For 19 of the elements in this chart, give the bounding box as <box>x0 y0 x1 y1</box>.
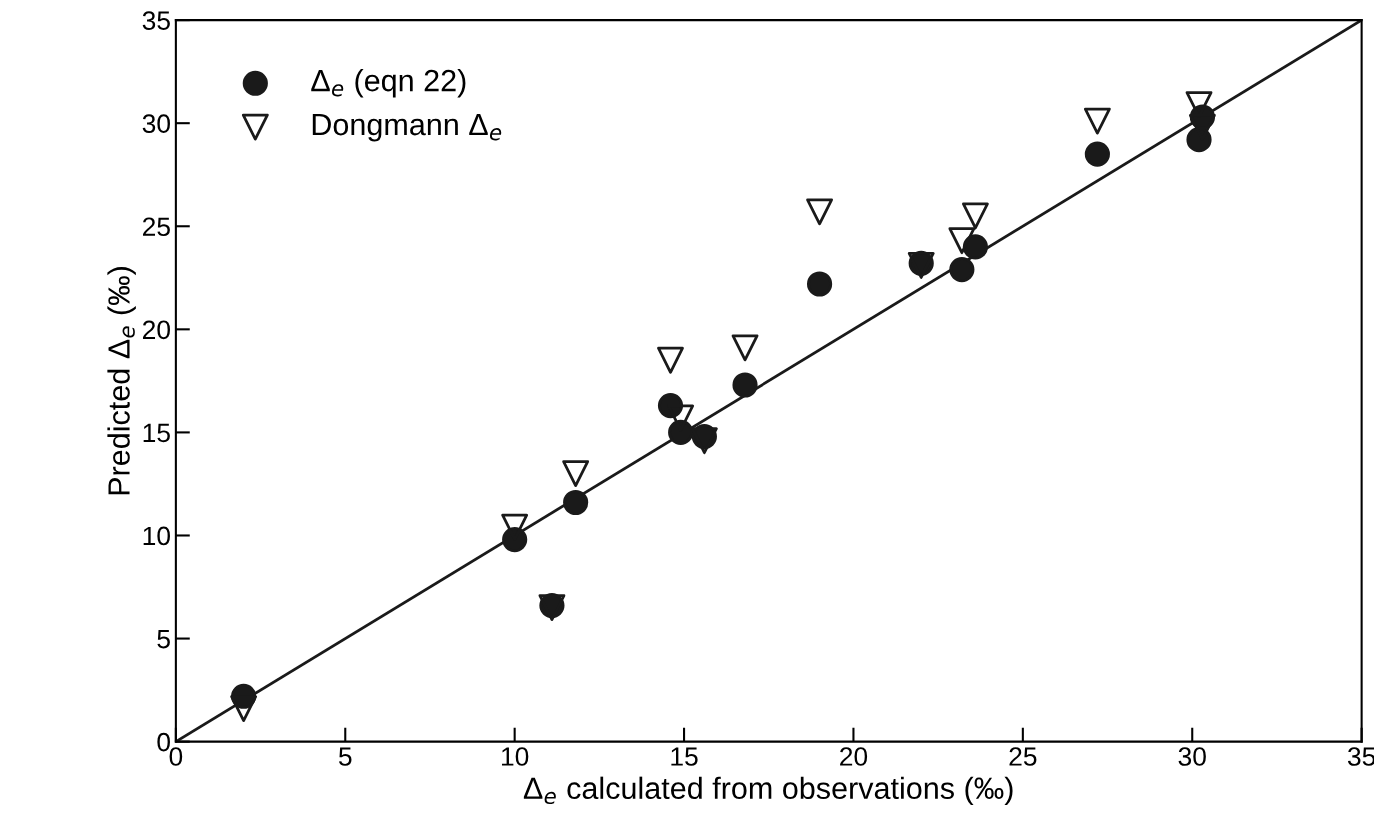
y-tick-label: 25 <box>142 217 170 237</box>
x-tick-label: 15 <box>671 747 698 766</box>
x-tick-label: 10 <box>502 747 529 766</box>
x-tick-label: 5 <box>338 747 352 766</box>
y-tick-label: 5 <box>157 629 170 649</box>
x-tick-label: 0 <box>169 747 183 766</box>
legend-label: Δ$_{e}$ (eqn 22) <box>311 69 466 98</box>
legend-label: Dongmann Δ$_{e}$ <box>312 114 502 142</box>
y-tick-label: 15 <box>143 423 170 443</box>
y-tick-label: 30 <box>142 114 170 134</box>
y-tick-label: 35 <box>142 11 170 30</box>
y-tick-label: 20 <box>142 320 170 340</box>
x-tick-label: 25 <box>1009 747 1037 766</box>
y-tick-label: 10 <box>143 526 170 546</box>
x-axis-title: Δ$_{e}$ calculated from observations (‰) <box>523 776 1013 806</box>
x-tick-label: 30 <box>1178 747 1206 766</box>
y-axis-title: Predicted Δ$_{e}$ (‰) <box>107 267 136 495</box>
x-tick-label: 20 <box>840 747 868 766</box>
y-tick-label: 0 <box>157 732 170 752</box>
